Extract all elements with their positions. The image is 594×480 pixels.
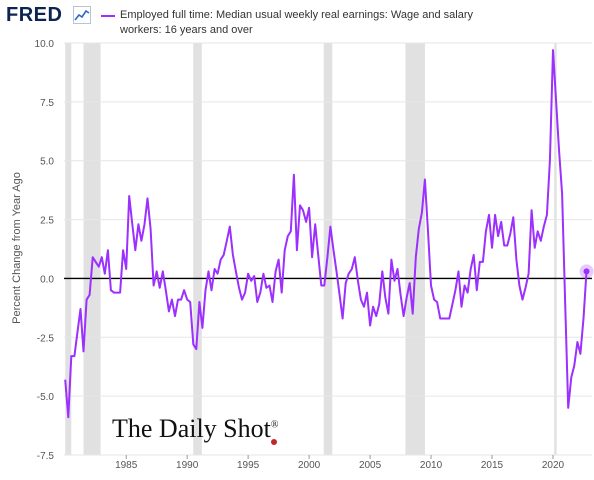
series-legend-swatch [101, 15, 115, 17]
x-tick-label: 1995 [237, 460, 260, 471]
y-tick-label: -2.5 [37, 333, 55, 344]
watermark-registered: ® [270, 419, 279, 431]
x-tick-label: 1990 [176, 460, 199, 471]
recession-band-1 [83, 43, 101, 455]
recession-band-4 [405, 43, 425, 455]
y-tick-label: 5.0 [40, 157, 54, 168]
endpoint-marker-layer [579, 264, 594, 279]
x-tick-label: 2010 [420, 460, 443, 471]
x-tick-label: 2015 [481, 460, 504, 471]
y-tick-label: -7.5 [37, 451, 55, 462]
y-tick-labels: 10.0 7.5 5.0 2.5 0.0 -2.5 -5.0 -7.5 [35, 39, 55, 462]
endpoint-marker [583, 268, 590, 275]
x-tick-label: 2000 [298, 460, 321, 471]
watermark-text: The Daily Shot [112, 414, 271, 443]
recession-band-5 [554, 43, 557, 455]
series-layer [64, 49, 588, 419]
y-tick-label: 2.5 [40, 216, 54, 227]
daily-shot-watermark: The Daily Shot® [112, 414, 278, 444]
line-chart-icon [73, 6, 91, 24]
fred-logo[interactable]: FRED [6, 4, 63, 26]
y-tick-label: 10.0 [35, 39, 55, 50]
chart-header: FRED Employed full time: Median usual we… [0, 0, 594, 40]
y-tick-label: 0.0 [40, 274, 54, 285]
recession-band-0 [65, 43, 72, 455]
series-line [64, 49, 588, 419]
x-tick-label: 1985 [115, 460, 138, 471]
x-tick-label: 2005 [359, 460, 382, 471]
y-tick-label: 7.5 [40, 98, 54, 109]
series-legend-label: Employed full time: Median usual weekly … [120, 9, 473, 36]
y-tick-label: -5.0 [37, 392, 55, 403]
x-tick-labels: 1985 1990 1995 2000 2005 2010 2015 2020 [115, 455, 565, 471]
recession-band-2 [193, 43, 202, 455]
x-tick-label: 2020 [542, 460, 565, 471]
watermark-dot [271, 439, 277, 445]
